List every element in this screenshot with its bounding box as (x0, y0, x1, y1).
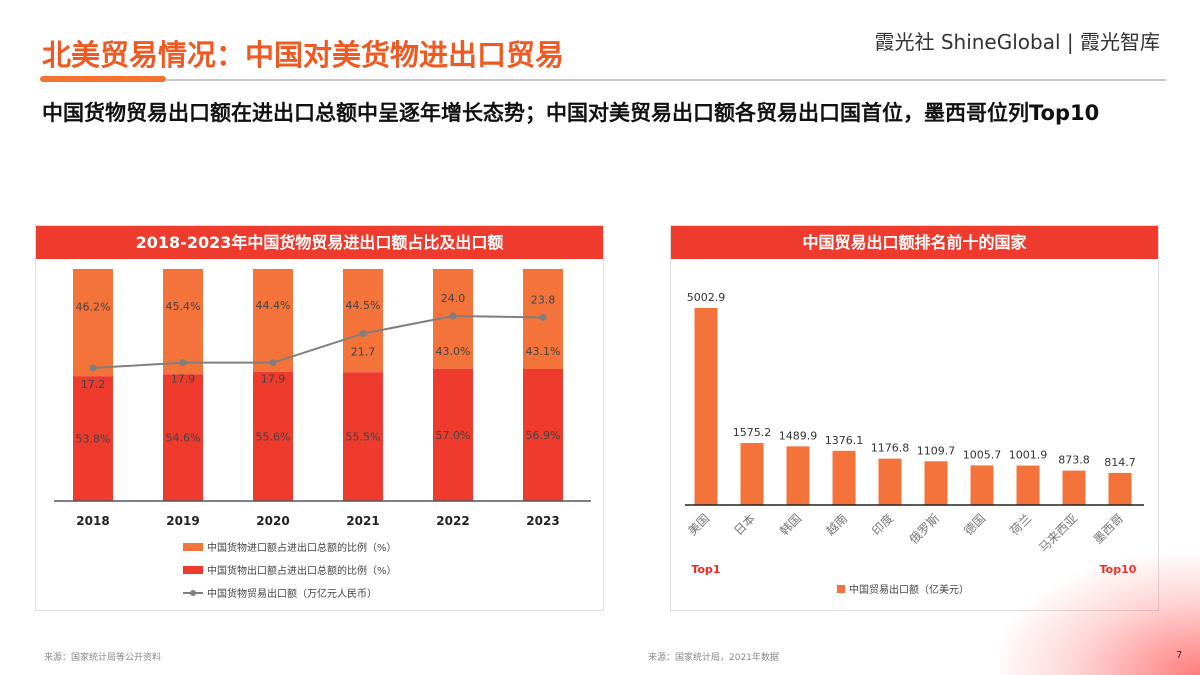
x-tick-label: 2018 (76, 514, 109, 528)
country-label: 韩国 (777, 511, 805, 539)
export-share-label: 54.6% (166, 432, 201, 445)
left-chart-title: 2018-2023年中国货物贸易进出口额占比及出口额 (36, 226, 603, 259)
x-tick-label: 2020 (256, 514, 289, 528)
export-share-label: 57.0% (436, 429, 471, 442)
export-amount-label: 17.9 (171, 373, 196, 386)
import-share-label: 45.4% (166, 300, 201, 313)
legend-label: 中国贸易出口额（亿美元） (849, 583, 969, 596)
country-label: 印度 (869, 511, 897, 539)
export-bar (694, 308, 718, 505)
bar-value-label: 1376.1 (825, 434, 864, 447)
import-share-bar (343, 269, 383, 373)
export-share-label: 56.9% (526, 429, 561, 442)
x-tick-label: 2022 (436, 514, 469, 528)
legend-marker (190, 590, 196, 596)
bar-value-label: 814.7 (1104, 456, 1136, 469)
title-underline (40, 76, 166, 82)
export-amount-point (269, 359, 277, 367)
import-share-bar (163, 269, 203, 375)
bar-value-label: 1489.9 (779, 429, 818, 442)
country-label: 荷兰 (1007, 511, 1034, 538)
export-amount-label: 21.7 (351, 346, 376, 359)
right-chart-title: 中国贸易出口额排名前十的国家 (671, 226, 1158, 259)
export-bar (970, 465, 994, 505)
trade-share-chart: 46.2% 53.8% 17.2 2018 45.4% 54.6% 17.9 2019 44.4… (54, 269, 591, 600)
export-bar (740, 442, 764, 505)
legend-label: 中国货物贸易出口额（万亿元人民币） (207, 587, 377, 600)
export-bar (1062, 470, 1086, 505)
legend-swatch (183, 566, 203, 574)
export-amount-point (89, 364, 97, 372)
export-amount-point (449, 312, 457, 320)
country-label: 墨西哥 (1091, 511, 1126, 546)
export-share-label: 55.5% (346, 431, 381, 444)
bar-value-label: 5002.9 (687, 291, 726, 304)
page-number: 7 (1176, 650, 1183, 661)
legend-label: 中国货物进口额占进出口总额的比例（%） (207, 541, 397, 554)
import-share-label: 44.5% (346, 299, 381, 312)
country-label: 越南 (823, 511, 851, 539)
export-amount-label: 23.8 (531, 294, 556, 307)
export-amount-point (179, 359, 187, 367)
left-chart-panel: 2018-2023年中国货物贸易进出口额占比及出口额 46.2% 53.8% 17.… (35, 225, 604, 611)
source-left: 来源：国家统计局等公开资料 (44, 653, 162, 663)
brand-logo: 霞光社 ShineGlobal | 霞光智库 (874, 30, 1160, 54)
export-share-bar (523, 368, 563, 501)
bar-value-label: 1109.7 (917, 444, 956, 457)
export-share-bar (73, 376, 113, 501)
export-amount-point (539, 314, 547, 322)
corner-glow (1000, 555, 1200, 675)
export-bar (1016, 465, 1040, 505)
import-share-bar (253, 269, 293, 373)
country-label: 德国 (961, 511, 989, 539)
export-amount-line (92, 314, 544, 369)
top1-annotation: Top1 (691, 563, 720, 576)
page-title: 北美贸易情况：中国对美货物进出口贸易 (42, 38, 565, 72)
country-label: 美国 (685, 511, 712, 538)
import-share-bar (73, 269, 113, 377)
bar-value-label: 1001.9 (1009, 449, 1048, 462)
export-amount-label: 24.0 (441, 292, 466, 305)
import-share-label: 43.1% (526, 345, 561, 358)
bar-value-label: 1575.2 (733, 426, 772, 439)
import-share-label: 46.2% (76, 301, 111, 314)
export-bar (832, 450, 856, 505)
legend-label: 中国货物出口额占进出口总额的比例（%） (207, 564, 397, 577)
export-share-bar (433, 368, 473, 501)
export-share-label: 53.8% (76, 433, 111, 446)
page-subtitle: 中国货物贸易出口额在进出口总额中呈逐年增长态势；中国对美贸易出口额各贸易出口国首… (42, 101, 1100, 125)
bar-value-label: 1005.7 (963, 448, 1002, 461)
export-bar (786, 446, 810, 505)
country-label: 马来西亚 (1036, 511, 1080, 555)
export-share-label: 55.6% (256, 431, 291, 444)
legend-swatch (837, 585, 845, 593)
export-share-bar (343, 372, 383, 501)
import-share-label: 44.4% (256, 299, 291, 312)
right-chart-panel: 中国贸易出口额排名前十的国家 5002.9 美国 1575.2 日本 1489.9 韩国 1… (670, 225, 1159, 611)
bar-value-label: 1176.8 (871, 442, 910, 455)
export-share-bar (163, 374, 203, 501)
legend-swatch (183, 543, 203, 551)
export-bar (1108, 472, 1132, 505)
country-label: 日本 (731, 511, 758, 538)
x-tick-label: 2021 (346, 514, 379, 528)
export-bar (924, 461, 948, 505)
export-amount-label: 17.9 (261, 373, 286, 386)
top10-export-chart: 5002.9 美国 1575.2 日本 1489.9 韩国 1376.1 越南 1176.8 印度… (685, 291, 1144, 596)
export-amount-point (359, 330, 367, 338)
x-tick-label: 2019 (166, 514, 199, 528)
country-label: 俄罗斯 (907, 511, 942, 546)
export-share-bar (253, 372, 293, 501)
source-right: 来源：国家统计局，2021年数据 (648, 653, 779, 663)
import-share-label: 43.0% (436, 345, 471, 358)
bar-value-label: 873.8 (1058, 454, 1090, 467)
x-tick-label: 2023 (526, 514, 559, 528)
header-divider (166, 79, 1166, 81)
export-amount-label: 17.2 (81, 378, 106, 391)
export-bar (878, 458, 902, 505)
